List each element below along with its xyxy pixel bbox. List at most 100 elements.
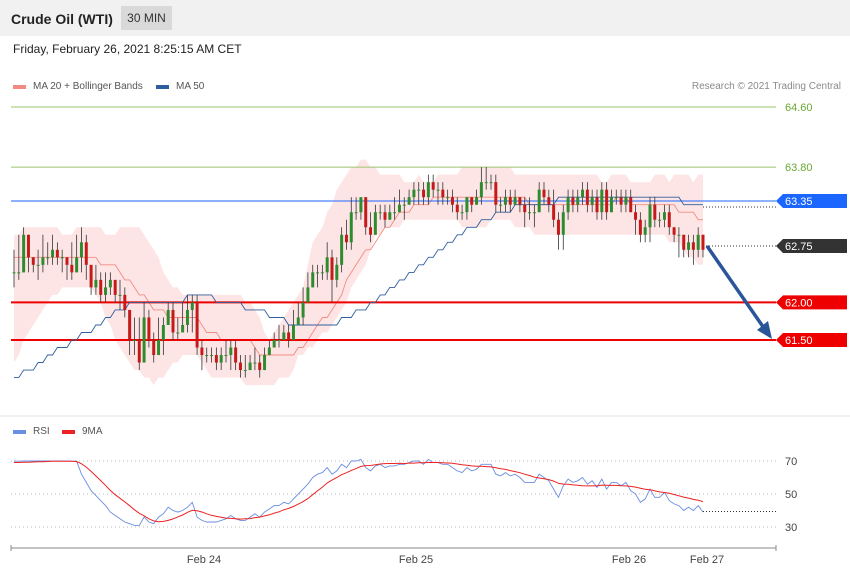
candle-body <box>523 204 527 213</box>
candle-body <box>291 324 295 340</box>
candle-body <box>243 370 247 372</box>
candle <box>364 197 368 235</box>
candle-body <box>518 197 522 205</box>
candle <box>556 212 560 250</box>
candle <box>508 189 512 213</box>
candle <box>499 197 503 213</box>
candle-body <box>301 302 305 318</box>
candle <box>166 302 170 325</box>
candle-body <box>667 212 671 228</box>
candle-body <box>552 204 556 220</box>
candle-body <box>614 197 618 199</box>
projection-arrow-head <box>757 321 772 339</box>
candle <box>253 347 257 371</box>
candle-body <box>137 340 141 363</box>
candle-body <box>181 324 185 333</box>
header-bar: Crude Oil (WTI) 30 MIN <box>0 0 850 36</box>
candle-body <box>224 355 228 357</box>
candle <box>446 189 450 205</box>
candle <box>277 324 281 348</box>
x-axis-label-3: Feb 27 <box>690 554 724 566</box>
candle-body <box>306 287 310 303</box>
candle-body <box>465 197 469 213</box>
candle <box>84 234 88 280</box>
candle-body <box>556 219 560 235</box>
candle <box>132 317 136 356</box>
candle-body <box>605 189 609 213</box>
rsi-ma-line <box>14 460 704 523</box>
candle-body <box>12 272 16 274</box>
candle-body <box>537 189 541 213</box>
candle-body <box>238 362 242 371</box>
candle <box>537 182 541 213</box>
candle-body <box>658 219 662 221</box>
candle <box>248 355 252 371</box>
candle <box>479 167 483 205</box>
candle-body <box>407 197 411 205</box>
candle <box>460 204 464 220</box>
candle <box>658 212 662 228</box>
rsi-tick-label-30: 30 <box>785 522 797 534</box>
candle <box>600 182 604 220</box>
candle-body <box>653 204 657 220</box>
candle-body <box>479 182 483 198</box>
candle <box>22 227 26 273</box>
candle <box>426 174 430 205</box>
candle <box>316 264 320 288</box>
candle-body <box>460 212 464 214</box>
candle-body <box>104 287 108 295</box>
candle <box>263 347 267 371</box>
candle-body <box>147 317 151 340</box>
candle <box>682 234 686 258</box>
candle-body <box>489 182 493 184</box>
candle-body <box>31 257 35 265</box>
candle <box>388 204 392 220</box>
candle-body <box>682 234 686 250</box>
page-title: Crude Oil (WTI) <box>11 11 113 27</box>
candle <box>393 197 397 220</box>
candle <box>282 324 286 340</box>
timeframe-button[interactable]: 30 MIN <box>121 6 172 30</box>
projection-arrow-line <box>705 245 768 332</box>
candle <box>369 212 373 243</box>
timestamp: Friday, February 26, 2021 8:25:15 AM CET <box>13 42 242 56</box>
ma20-label: MA 20 + Bollinger Bands <box>33 81 143 92</box>
candle-body <box>619 197 623 205</box>
candle <box>108 272 112 295</box>
candle-body <box>354 212 358 214</box>
candle <box>518 197 522 213</box>
candle-body <box>528 212 532 214</box>
candle-body <box>397 204 401 213</box>
candle <box>157 317 161 356</box>
candle-body <box>643 227 647 235</box>
candle-body <box>166 309 170 325</box>
candle-body <box>41 257 45 265</box>
candle <box>576 189 580 213</box>
candle <box>542 182 546 205</box>
candle <box>258 355 262 378</box>
candle <box>320 264 324 280</box>
candle-body <box>94 279 98 288</box>
candle <box>142 302 146 363</box>
candle <box>701 234 705 258</box>
candle <box>638 212 642 243</box>
candle <box>185 294 189 333</box>
candle <box>113 279 117 303</box>
candle <box>229 340 233 371</box>
legend-rsi-ma: 9MA <box>62 426 103 437</box>
candle <box>190 294 194 333</box>
candle <box>296 302 300 325</box>
candle-body <box>513 197 517 205</box>
candle <box>407 189 411 205</box>
candle-body <box>214 355 218 363</box>
candle-body <box>561 212 565 235</box>
candle-body <box>378 212 382 214</box>
candle <box>55 242 59 265</box>
candle-body <box>634 212 638 220</box>
rsi-label: RSI <box>33 426 50 437</box>
candle <box>378 204 382 220</box>
candle-body <box>335 264 339 280</box>
price-label-62-75: 62.75 <box>785 241 813 253</box>
price-tag-61-50 <box>776 333 847 347</box>
